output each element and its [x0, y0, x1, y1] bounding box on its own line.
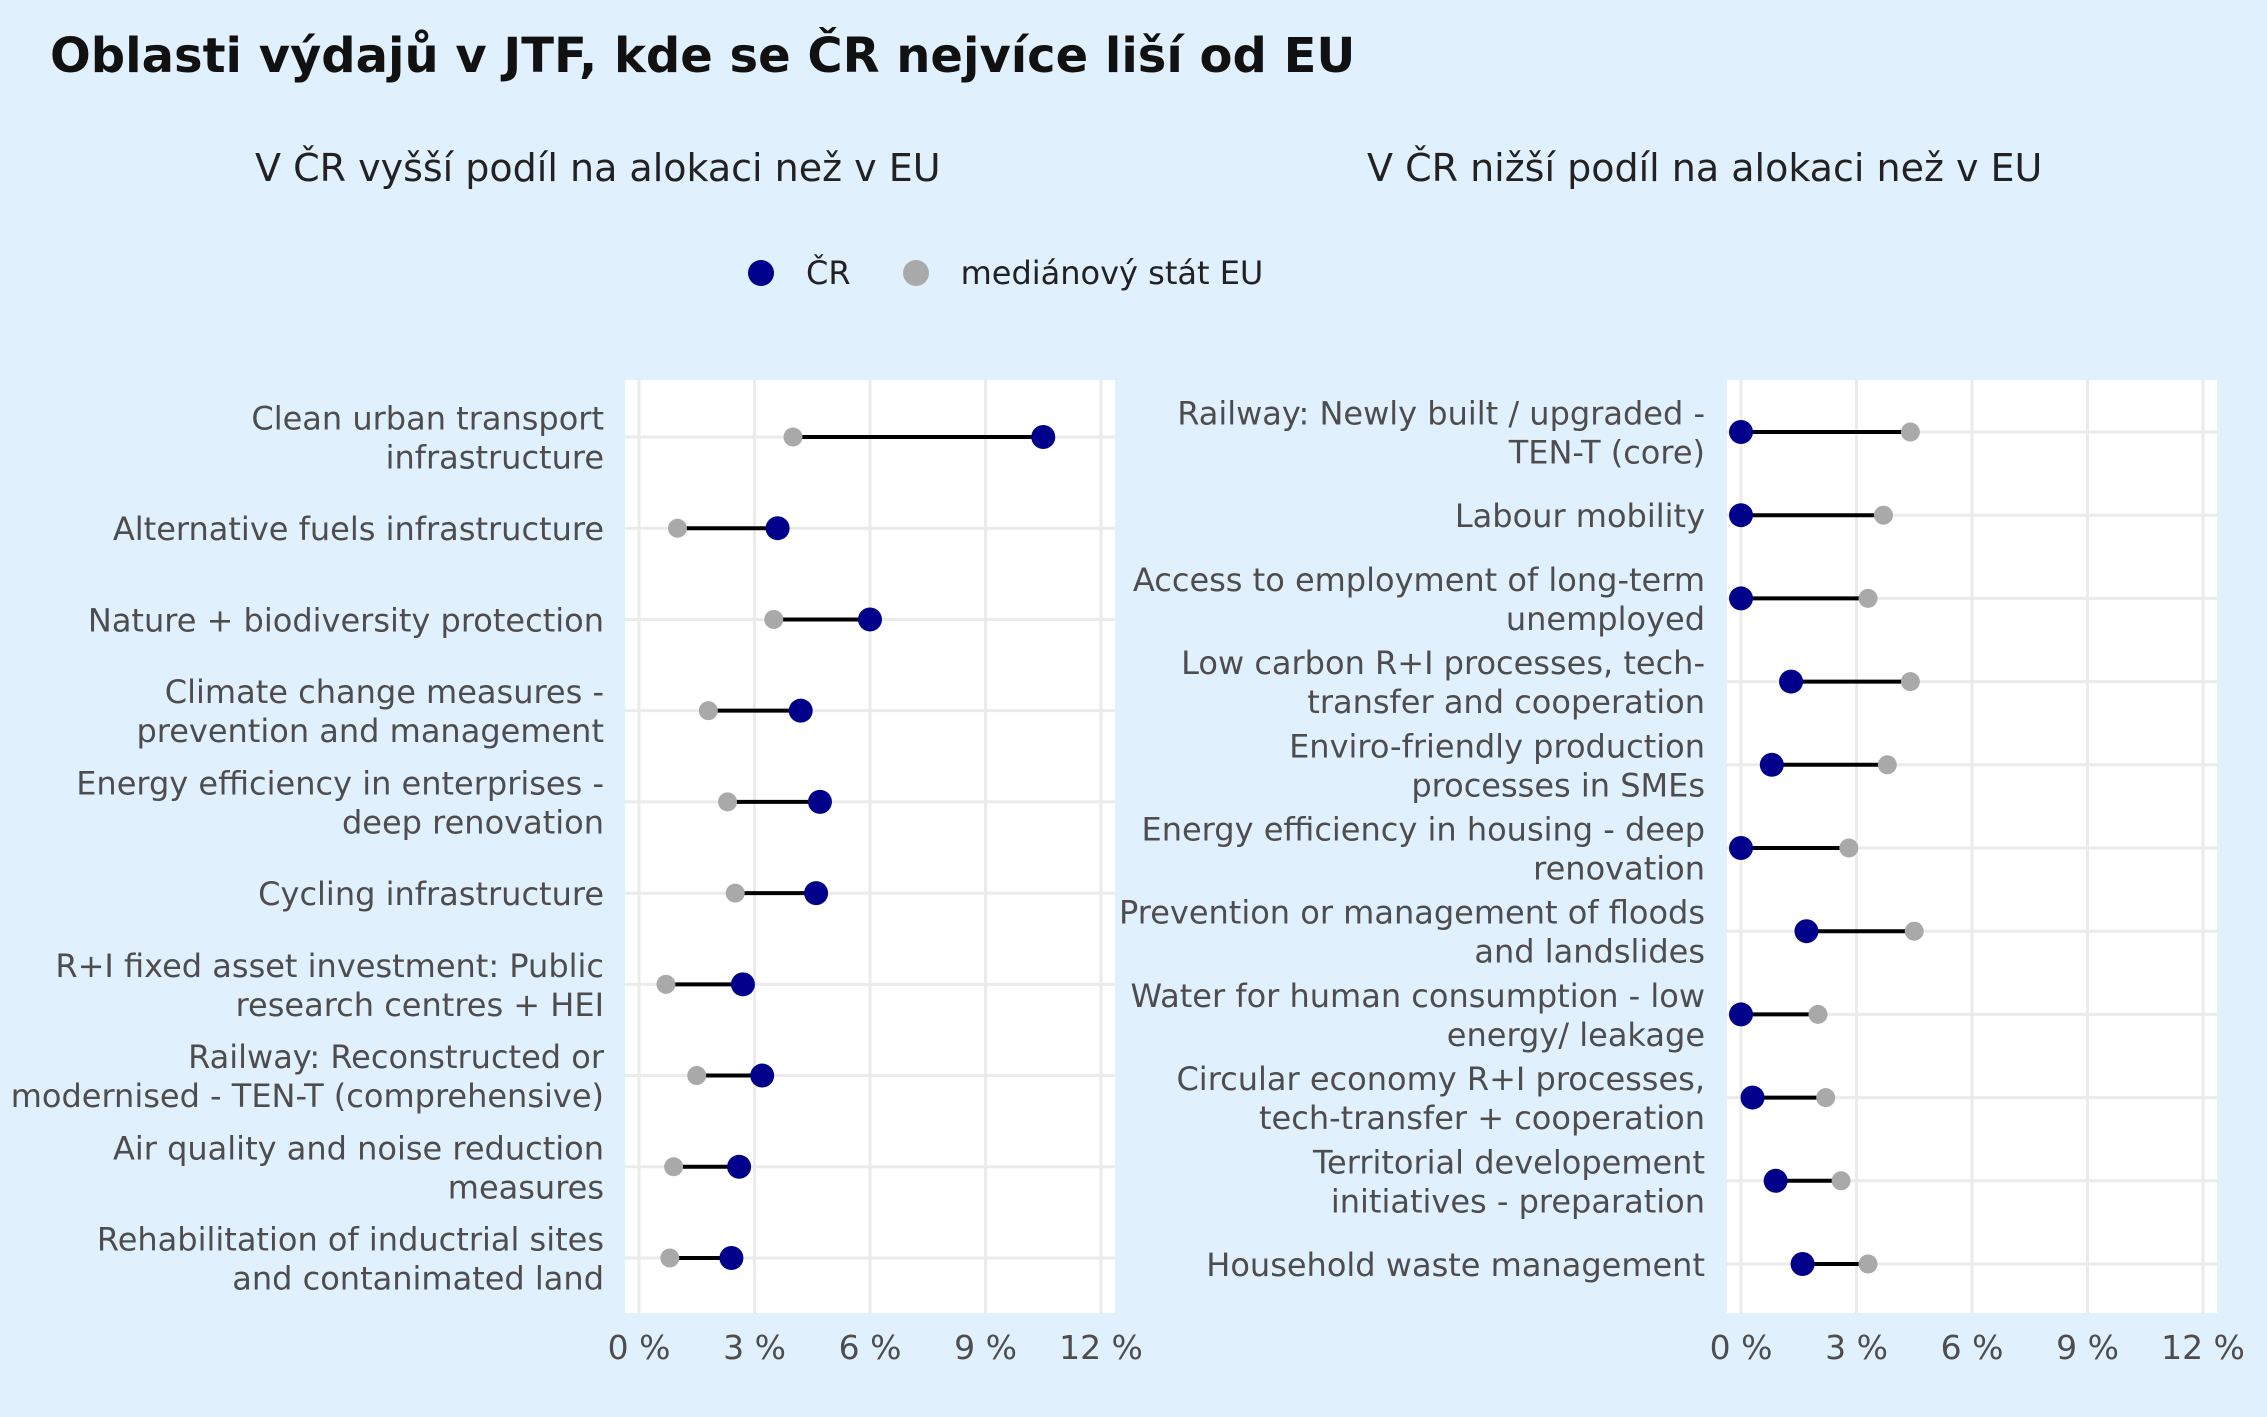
cr-point [1729, 836, 1753, 860]
x-tick-label: 6 % [839, 1328, 902, 1367]
cr-point [807, 789, 832, 814]
eu-median-point [664, 1157, 684, 1177]
eu-median-point [1858, 588, 1878, 608]
eu-median-point [668, 518, 687, 538]
x-tick-label: 3 % [723, 1328, 786, 1367]
cr-point [1763, 1168, 1788, 1193]
eu-median-point [718, 792, 738, 812]
category-label: Railway: Reconstructed or modernised - TE… [11, 1038, 605, 1115]
category-label: Access to employment of long-term unemplo… [1133, 561, 1705, 638]
x-tick-label: 12 % [1059, 1328, 1143, 1367]
x-tick-label: 9 % [2056, 1328, 2119, 1367]
category-label: R+I fixed asset investment: Public resear… [55, 947, 604, 1024]
category-label: Alternative fuels infrastructure [113, 510, 604, 548]
cr-point [788, 698, 813, 723]
cr-point [1779, 669, 1804, 694]
cr-point [858, 607, 882, 632]
category-label: Labour mobility [1455, 497, 1705, 535]
category-label: Energy efficiency in housing - deep renov… [1141, 811, 1705, 888]
eu-median-point [1808, 1004, 1828, 1024]
x-tick-label: 9 % [954, 1328, 1017, 1367]
eu-median-point [1877, 755, 1897, 775]
legend-label-eu: mediánový stát EU [960, 254, 1264, 292]
eu-median-point [764, 609, 784, 629]
cr-point [750, 1063, 775, 1088]
panel-left: 0 % 3 % 6 % 9 % 12 % Clean urban transport inf… [11, 380, 1143, 1367]
cr-point [804, 881, 829, 906]
eu-median-point [1900, 672, 1920, 692]
eu-median-point [783, 427, 803, 447]
category-label: Low carbon R+I processes, tech-transfer … [1181, 644, 1705, 721]
eu-median-point [687, 1066, 707, 1086]
left-panel-subtitle: V ČR vyšší podíl na alokaci než v EU [255, 146, 941, 190]
right-panel-subtitle: V ČR nižší podíl na alokaci než v EU [1367, 146, 2043, 190]
cr-point [719, 1246, 744, 1270]
cr-point [727, 1154, 752, 1179]
cr-point [1794, 919, 1819, 944]
category-label: Water for human consumption - low energy/… [1131, 977, 1705, 1054]
legend-marker-cr [748, 260, 774, 286]
eu-median-point [725, 883, 745, 903]
category-label: Nature + biodiversity protection [88, 601, 604, 639]
cr-point [1759, 752, 1784, 777]
cr-point [730, 972, 755, 997]
eu-median-point [1873, 505, 1893, 525]
category-label: Climate change measures -prevention and … [136, 673, 604, 750]
chart-legend: ČR mediánový stát EU [748, 254, 1263, 292]
x-tick-label: 0 % [1710, 1328, 1773, 1367]
x-tick-label: 3 % [1825, 1328, 1888, 1367]
cr-point [1729, 420, 1753, 444]
category-label: Rehabilitation of inductrial sites and co… [97, 1221, 604, 1298]
cr-point [1729, 503, 1753, 528]
category-label: Circular economy R+I processes, tech-tran… [1176, 1060, 1705, 1137]
cr-point [765, 516, 790, 541]
category-label: Clean urban transport infrastructure [251, 400, 604, 477]
panel-right: 0 % 3 % 6 % 9 % 12 % Railway: Newly built / u… [1119, 380, 2245, 1367]
legend-label-cr: ČR [806, 254, 851, 292]
eu-median-point [1816, 1088, 1836, 1108]
x-tick-label: 12 % [2161, 1328, 2245, 1367]
x-tick-label: 0 % [608, 1328, 671, 1367]
category-label: Prevention or management of floods and la… [1119, 894, 1705, 971]
category-label: Enviro-friendly production processes in S… [1289, 727, 1705, 804]
category-label: Air quality and noise reduction measures [113, 1129, 604, 1206]
chart-title: Oblasti výdajů v JTF, kde se ČR nejvíce … [50, 28, 1356, 84]
category-label: Territorial developement initiatives - pr… [1312, 1143, 1705, 1220]
eu-median-point [698, 701, 718, 721]
category-label: Household waste management [1206, 1246, 1705, 1284]
cr-point [1729, 586, 1753, 611]
category-label: Energy efficiency in enterprises -deep r… [76, 764, 604, 841]
eu-median-point [1904, 921, 1924, 941]
legend-marker-eu [902, 260, 929, 286]
eu-median-point [660, 1248, 680, 1268]
eu-median-point [656, 974, 676, 994]
cr-point [1740, 1085, 1765, 1110]
cr-point [1729, 1002, 1753, 1027]
eu-median-point [1900, 422, 1920, 442]
eu-median-point [1831, 1171, 1851, 1191]
category-label: Railway: Newly built / upgraded -TEN-T (… [1177, 395, 1705, 472]
x-tick-label: 6 % [1941, 1328, 2004, 1367]
eu-median-point [1858, 1254, 1878, 1274]
cr-point [1031, 425, 1056, 449]
eu-median-point [1839, 838, 1859, 858]
category-label: Cycling infrastructure [258, 875, 604, 913]
cr-point [1790, 1252, 1815, 1276]
